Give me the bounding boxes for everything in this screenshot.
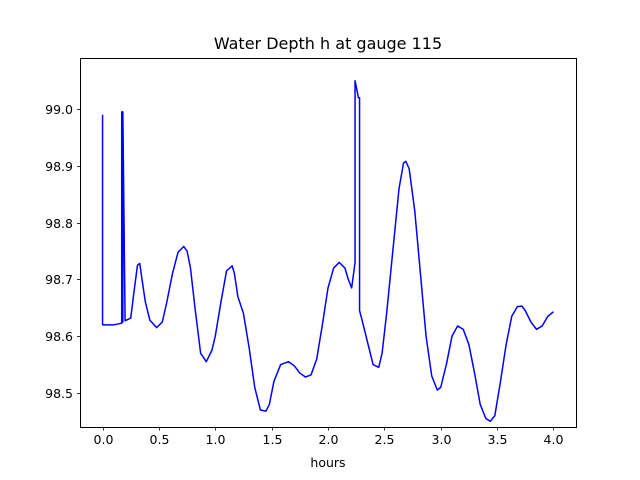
chart-title: Water Depth h at gauge 115 <box>214 34 442 53</box>
plot-frame <box>80 58 577 428</box>
x-tick-label: 2.0 <box>319 432 339 447</box>
x-tick-label: 3.0 <box>432 432 452 447</box>
y-tick-label: 98.9 <box>45 159 73 174</box>
x-tick-label: 4.0 <box>544 432 564 447</box>
series-line-1 <box>101 79 554 423</box>
plot-area <box>101 79 554 423</box>
y-tick-label: 98.5 <box>45 386 73 401</box>
x-tick-label: 3.5 <box>488 432 508 447</box>
x-tick-label: 1.5 <box>263 432 283 447</box>
y-tick-label: 98.6 <box>45 329 73 344</box>
axes: 0.0 0.5 1.0 1.5 2.0 2.5 3.0 3.5 4.0 98.5 98.6 98.7 9… <box>45 102 563 447</box>
x-tick-label: 1.0 <box>206 432 226 447</box>
x-tick-label: 0.0 <box>94 432 114 447</box>
y-tick-label: 99.0 <box>45 102 73 117</box>
x-tick-label: 0.5 <box>150 432 170 447</box>
y-tick-label: 98.8 <box>45 216 73 231</box>
y-tick-label: 98.7 <box>45 272 73 287</box>
x-tick-label: 2.5 <box>375 432 395 447</box>
x-axis-label: hours <box>310 455 345 470</box>
